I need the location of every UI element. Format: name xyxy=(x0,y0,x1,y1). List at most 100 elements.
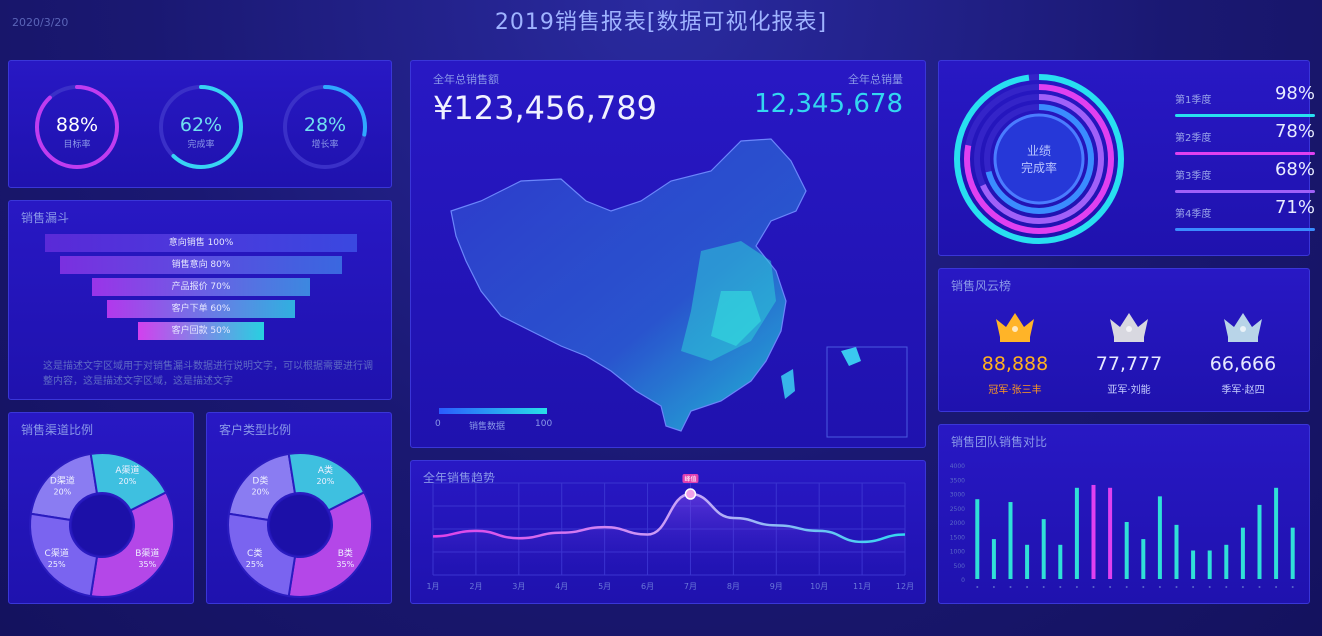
team-xtick xyxy=(1009,586,1012,588)
trend-area xyxy=(433,494,905,575)
team-xtick xyxy=(1258,586,1261,588)
quarter-label: 第2季度 xyxy=(1175,133,1212,144)
ranking-title: 销售风云榜 xyxy=(951,279,1012,293)
kpi-rings-panel: 88% 目标率 62% 完成率 28% 增长率 xyxy=(8,60,392,188)
channel-pie-panel: 销售渠道比例 D渠道 20% A渠道 20% B渠道 35% C渠道 25% xyxy=(8,412,194,604)
team-bar xyxy=(1141,539,1146,579)
funnel-note: 这是描述文字区域用于对销售漏斗数据进行说明文字，可以根据需要进行调整内容，这是描… xyxy=(43,361,373,387)
pie-slice xyxy=(29,512,99,598)
funnel-panel: 销售漏斗 意向销售 100% 销售意向 80% 产品报价 70% 客户下单 60% 客户… xyxy=(8,200,392,400)
pie-slice-pct: 35% xyxy=(138,560,156,569)
pie-slice xyxy=(287,490,373,598)
team-xtick xyxy=(1158,586,1161,588)
team-xtick xyxy=(992,586,995,588)
rank-name: 冠军·张三丰 xyxy=(988,385,1042,396)
team-bar xyxy=(1257,504,1262,579)
funnel-bar: 产品报价 70% xyxy=(92,278,310,296)
quarter-bar xyxy=(1175,114,1315,117)
header: 2020/3/20 2019销售报表[数据可视化报表] xyxy=(0,0,1322,44)
pie-slice-name: C渠道 xyxy=(45,547,69,559)
team-xtick xyxy=(1142,586,1145,588)
quarter-bar xyxy=(1175,228,1315,231)
pie-slice-pct: 20% xyxy=(119,477,137,486)
completion-center xyxy=(993,113,1085,205)
completion-panel: 业绩 完成率 第1季度 98% 第2季度 78% 第3季度 68% 第4季度 71% xyxy=(938,60,1315,256)
team-xtick xyxy=(1125,586,1128,588)
quarter-row: 第3季度 68% xyxy=(1175,157,1315,195)
trend-month-label: 4月 xyxy=(555,582,568,591)
team-bar xyxy=(1091,484,1096,579)
team-bar xyxy=(1025,544,1030,579)
team-panel: 销售团队销售对比 4000 3500 3000 2500 2000 1500 1000 500… xyxy=(938,424,1310,604)
quarter-pct: 98% xyxy=(1274,83,1315,104)
kpi-ring-pct: 62% xyxy=(180,114,222,136)
page-title: 2019销售报表[数据可视化报表] xyxy=(494,10,828,35)
team-bar xyxy=(1108,487,1113,579)
kpi-rings: 88% 目标率 62% 完成率 28% 增长率 xyxy=(35,85,367,169)
trend-title: 全年销售趋势 xyxy=(423,471,496,485)
team-xtick xyxy=(1059,586,1062,588)
map-shape xyxy=(450,138,807,432)
team-bar xyxy=(1124,522,1129,579)
pie-slice-pct: 20% xyxy=(252,487,270,496)
quarter-pct: 68% xyxy=(1274,159,1315,180)
kpi-ring-arc xyxy=(35,85,119,169)
funnel-bar: 客户回款 50% xyxy=(138,322,264,340)
team-bar xyxy=(975,499,980,579)
trend-peak-label: 峰值 xyxy=(684,475,696,483)
team-xtick xyxy=(1175,586,1178,588)
rank-name: 亚军·刘能 xyxy=(1107,385,1151,396)
pie-slice-name: A类 xyxy=(318,464,333,476)
trend-month-label: 1月 xyxy=(426,582,439,591)
customer-pie-title: 客户类型比例 xyxy=(219,423,292,437)
team-xtick xyxy=(1225,586,1228,588)
trend-line xyxy=(432,492,906,544)
team-ytick: 1000 xyxy=(950,549,965,556)
crown-icon xyxy=(1110,313,1148,342)
team-bar xyxy=(1240,527,1245,579)
team-xtick xyxy=(1075,586,1078,588)
team-title: 销售团队销售对比 xyxy=(951,435,1048,449)
pie-slice-pct: 25% xyxy=(48,560,66,569)
team-bar xyxy=(1058,544,1063,579)
pie-slice-pct: 25% xyxy=(246,560,264,569)
funnel-bar: 客户下单 60% xyxy=(107,300,295,318)
trend-month-label: 2月 xyxy=(469,582,482,591)
team-xtick xyxy=(1291,586,1294,588)
completion-center-line2: 完成率 xyxy=(1021,160,1057,175)
rank-value: 88,888 xyxy=(981,353,1049,375)
team-ytick: 3500 xyxy=(950,477,965,484)
pie-slice-pct: 20% xyxy=(317,477,335,486)
quarter-row: 第2季度 78% xyxy=(1175,119,1315,157)
quarter-label: 第1季度 xyxy=(1175,95,1212,106)
trend-month-label: 8月 xyxy=(727,582,740,591)
team-bar xyxy=(1008,502,1013,579)
kpi-ring-arc xyxy=(159,85,243,169)
crown-icon xyxy=(1224,313,1262,342)
trend-month-label: 6月 xyxy=(641,582,654,591)
team-xtick xyxy=(976,586,979,588)
channel-pie-title: 销售渠道比例 xyxy=(21,423,94,437)
customer-pie-panel: 客户类型比例 D类 20% A类 20% B类 35% C类 25% xyxy=(206,412,392,604)
sales-total-label: 全年总销售额 xyxy=(433,73,499,86)
trend-peak-dot xyxy=(684,488,697,500)
team-ytick: 4000 xyxy=(950,463,965,470)
team-xtick xyxy=(1275,586,1278,588)
kpi-ring-label: 目标率 xyxy=(63,138,90,150)
team-bar xyxy=(1290,527,1295,579)
pie-slice-name: B类 xyxy=(338,547,353,559)
pie-slice-name: D类 xyxy=(252,474,268,486)
team-bar xyxy=(1041,519,1046,579)
team-bar xyxy=(1174,524,1179,579)
sales-total-value: ¥123,456,789 xyxy=(433,89,657,127)
quarter-pct: 78% xyxy=(1274,121,1315,142)
trend-month-label: 12月 xyxy=(896,582,914,591)
trend-month-label: 10月 xyxy=(810,582,828,591)
funnel-bar: 销售意向 80% xyxy=(60,256,342,274)
quarter-bar xyxy=(1175,190,1315,193)
team-ytick: 1500 xyxy=(950,534,965,541)
pie-slice-name: D渠道 xyxy=(50,474,75,486)
team-bar xyxy=(1224,544,1229,579)
